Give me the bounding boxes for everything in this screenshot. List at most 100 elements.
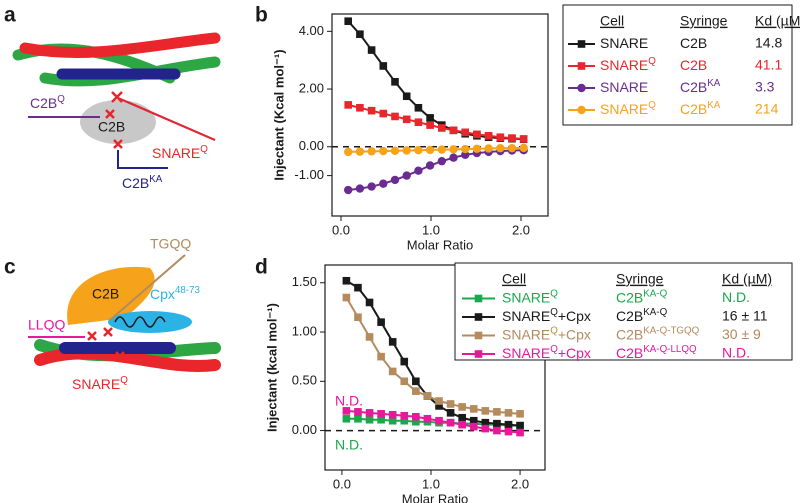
superscript: Q (648, 100, 656, 111)
point (425, 145, 435, 155)
legend-box (454, 262, 793, 361)
point (355, 147, 365, 156)
point (379, 62, 388, 70)
point (388, 416, 397, 425)
helix-coil (114, 316, 166, 328)
point (400, 357, 409, 366)
legend-syringe: C2BKA-Q-TGQQ (616, 325, 700, 342)
point (388, 338, 397, 346)
text-part: C2B (680, 79, 707, 95)
point (377, 410, 385, 418)
point (425, 161, 435, 170)
point (402, 146, 411, 155)
text-part: SNARE (72, 376, 120, 392)
point (367, 182, 376, 191)
point (365, 298, 374, 307)
text-part: SNARE (600, 79, 648, 95)
point (496, 143, 505, 153)
point (414, 103, 423, 112)
y-tick-label: 2.00 (299, 80, 324, 95)
point (472, 144, 482, 153)
c2b-domain (67, 266, 155, 325)
x-axis-title: Molar Ratio (402, 491, 468, 503)
point (377, 352, 385, 361)
superscript: KA (707, 78, 721, 89)
text-part: C2B (680, 35, 707, 51)
legend-marker (474, 331, 483, 340)
legend-kd: 3.3 (755, 79, 775, 95)
point (458, 413, 466, 422)
legend-header: Kd (µM) (755, 13, 800, 29)
point (426, 121, 434, 129)
text-part: SNARE (600, 101, 648, 117)
point (367, 147, 376, 156)
point (458, 403, 466, 411)
point (414, 166, 423, 175)
legend-syringe: C2BKA (680, 100, 721, 117)
point (438, 124, 446, 132)
annotation: N.D. (335, 437, 363, 453)
panel-label: c (4, 256, 16, 279)
text-part: Cpx (150, 286, 175, 302)
point (412, 417, 420, 426)
superscript: Q (648, 56, 656, 67)
legend-cell: SNAREQ (600, 100, 656, 117)
legend-cell: SNARE (600, 79, 648, 95)
point (484, 131, 493, 140)
superscript: KA (707, 100, 721, 111)
x-axis-title: Molar Ratio (407, 237, 473, 252)
point (400, 411, 409, 420)
legend-syringe: C2BKA (680, 78, 721, 95)
point (504, 427, 513, 436)
legend-syringe: C2BKA-Q (616, 307, 668, 324)
text-part: C2B (680, 101, 707, 117)
point (344, 185, 353, 195)
text-part: C2B (616, 345, 643, 361)
point (367, 46, 376, 54)
x-tick-label: 0.0 (333, 476, 351, 491)
point (377, 318, 385, 326)
point (484, 144, 493, 153)
point (493, 408, 501, 416)
point (508, 134, 516, 142)
point (469, 416, 478, 425)
point (435, 416, 443, 425)
legend-syringe: C2BKA-Q-LLQQ (616, 344, 697, 361)
text-part: SNARE (152, 145, 200, 161)
legend-cell: SNAREQ (502, 288, 558, 305)
x-tick-label: 0.0 (332, 222, 350, 237)
superscript: Q (120, 375, 128, 386)
point (344, 101, 352, 109)
legend-cell: SNAREQ+Cpx (502, 344, 591, 361)
point (365, 409, 374, 417)
legend-syringe: C2BKA-Q (616, 288, 668, 305)
point (377, 415, 385, 424)
point (437, 145, 446, 154)
legend-header: Syringe (680, 13, 728, 29)
point (354, 408, 362, 416)
legend-marker (474, 294, 483, 303)
point (461, 128, 469, 137)
series-line (346, 409, 521, 434)
point (402, 115, 411, 124)
series-line (347, 20, 524, 141)
point (449, 145, 458, 154)
text-part: C2B (122, 175, 149, 191)
point (412, 377, 420, 386)
callout-line (109, 254, 186, 321)
y-axis-title: Injectant (Kcal mol⁻¹) (271, 49, 286, 180)
text-part: +Cpx (558, 345, 591, 361)
point (458, 420, 466, 429)
plot-frame (324, 264, 546, 471)
text-part: SNARE (600, 35, 648, 51)
mutation-marks (87, 327, 125, 361)
point (449, 153, 458, 162)
point (481, 418, 490, 427)
point (519, 143, 528, 153)
text-part: SNARE (502, 345, 550, 361)
y-tick-label: 0.00 (299, 138, 324, 153)
superscript: Q (550, 344, 558, 355)
point (342, 276, 351, 285)
point (356, 30, 364, 38)
mutation-marks (105, 91, 123, 149)
